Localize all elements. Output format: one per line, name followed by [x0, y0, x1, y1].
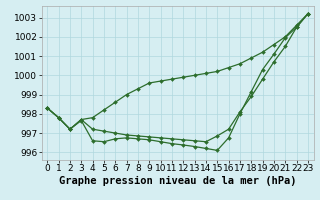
X-axis label: Graphe pression niveau de la mer (hPa): Graphe pression niveau de la mer (hPa) [59, 176, 296, 186]
